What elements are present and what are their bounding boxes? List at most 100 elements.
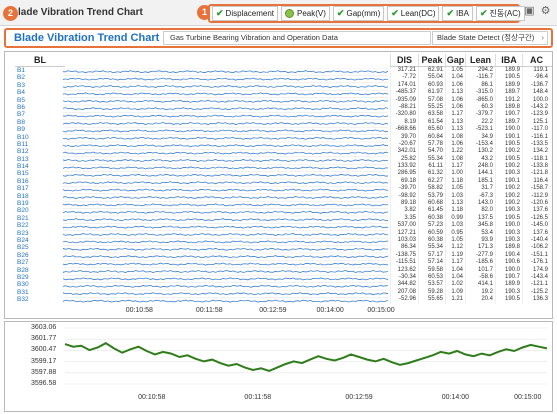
table-row[interactable]: 69.18 62.27 1.18 185.1 190.1 116.4 xyxy=(390,177,552,186)
table-cell: 189.8 xyxy=(495,103,522,112)
gear-icon[interactable]: ⚙ xyxy=(540,5,551,17)
table-row[interactable]: 207.08 59.28 1.09 19.2 190.3 -125.2 xyxy=(390,288,552,297)
blade-label[interactable]: B16 xyxy=(17,177,29,185)
table-cell: -20.67 xyxy=(390,140,418,149)
table-cell: -123.9 xyxy=(522,111,550,119)
blade-label[interactable]: B17 xyxy=(17,185,29,193)
blade-label[interactable]: B32 xyxy=(17,296,29,304)
blade-label[interactable]: B8 xyxy=(17,118,25,126)
table-cell: 537.00 xyxy=(390,222,418,230)
blade-label[interactable]: B28 xyxy=(17,266,29,274)
table-row[interactable]: -485.37 61.97 1.13 -315.0 189.7 148.4 xyxy=(390,89,552,97)
blade-label[interactable]: B12 xyxy=(17,148,29,156)
lock-icon[interactable]: ▣ xyxy=(524,5,535,17)
blade-label[interactable]: B1 xyxy=(17,67,25,74)
table-cell: 1.06 xyxy=(445,103,465,112)
table-row[interactable]: 342.01 54.70 1.22 130.2 190.2 134.2 xyxy=(390,148,552,156)
table-row[interactable]: 317.21 62.91 1.05 294.2 189.9 119.1 xyxy=(390,67,552,75)
blade-label[interactable]: B3 xyxy=(17,81,25,89)
table-row[interactable]: -115.51 57.14 1.17 -185.6 190.6 -176.1 xyxy=(390,259,552,267)
table-row[interactable]: -20.67 57.78 1.06 -153.4 190.5 -133.5 xyxy=(390,140,552,149)
blade-label[interactable]: B4 xyxy=(17,89,25,97)
blade-label[interactable]: B29 xyxy=(17,273,29,281)
toggle-iba[interactable]: ✔ IBA xyxy=(442,6,473,21)
blade-label[interactable]: B6 xyxy=(17,103,25,111)
blade-trend-line xyxy=(63,262,388,266)
blade-label[interactable]: B27 xyxy=(17,259,29,267)
blade-label[interactable]: B31 xyxy=(17,288,29,296)
rpm-chart-canvas[interactable] xyxy=(5,322,554,413)
blade-label[interactable]: B15 xyxy=(17,170,29,178)
blade-label[interactable]: B19 xyxy=(17,200,29,208)
blade-label[interactable]: B11 xyxy=(17,140,29,148)
blade-label[interactable]: B20 xyxy=(17,207,29,215)
blade-label[interactable]: B9 xyxy=(17,126,25,134)
table-cell: 0.99 xyxy=(445,214,465,223)
table-row[interactable]: 3.35 60.38 0.99 137.5 190.5 -126.5 xyxy=(390,214,552,223)
table-row[interactable]: 86.34 55.34 1.12 171.3 189.8 -106.2 xyxy=(390,244,552,252)
table-row[interactable]: 127.21 60.59 0.95 53.4 190.3 137.6 xyxy=(390,229,552,237)
blade-label[interactable]: B23 xyxy=(17,229,29,237)
column-header-gap: Gap xyxy=(445,54,465,66)
table-row[interactable]: -138.75 57.17 1.19 -277.9 190.4 -151.1 xyxy=(390,251,552,260)
table-row[interactable]: -320.80 63.58 1.17 -379.7 190.7 -123.9 xyxy=(390,111,552,119)
column-header-ac: AC xyxy=(522,54,550,66)
blade-trend-line xyxy=(63,277,388,281)
blade-label[interactable]: B30 xyxy=(17,281,29,289)
toggle-displacement[interactable]: ✔ Displacement xyxy=(212,6,279,21)
table-cell: 190.6 xyxy=(495,259,522,267)
table-cell: 20.4 xyxy=(465,296,495,304)
blade-label[interactable]: B25 xyxy=(17,244,29,252)
table-row[interactable]: -52.96 55.65 1.21 20.4 190.5 136.3 xyxy=(390,296,552,304)
table-row[interactable]: -30.34 60.53 1.04 -58.6 190.7 -143.4 xyxy=(390,273,552,282)
table-cell: -145.0 xyxy=(522,222,550,230)
table-row[interactable]: 286.95 61.32 1.00 144.1 190.3 -121.8 xyxy=(390,170,552,178)
blade-label[interactable]: B7 xyxy=(17,111,25,119)
table-row[interactable]: 103.03 60.38 1.05 93.9 190.3 -140.4 xyxy=(390,236,552,245)
table-row[interactable]: 25.82 55.34 1.08 43.2 190.5 -118.1 xyxy=(390,155,552,164)
blade-label[interactable]: B2 xyxy=(17,74,25,82)
table-cell: 190.0 xyxy=(495,222,522,230)
blade-label[interactable]: B22 xyxy=(17,222,29,230)
table-cell: 171.3 xyxy=(465,244,495,252)
state-detect-dropdown[interactable]: Blade State Detect (정상구간) › xyxy=(432,31,548,45)
blade-label[interactable]: B13 xyxy=(17,155,29,163)
table-row[interactable]: 537.00 57.23 1.03 345.8 190.0 -145.0 xyxy=(390,222,552,230)
table-row[interactable]: 39.70 60.84 1.08 34.9 190.1 -116.1 xyxy=(390,133,552,141)
table-row[interactable]: 123.62 59.58 1.04 101.7 190.0 174.9 xyxy=(390,266,552,274)
toggle-vibration-ac[interactable]: ✔ 진동(AC) xyxy=(475,6,525,21)
table-row[interactable]: -39.70 58.82 1.05 31.7 190.2 -158.7 xyxy=(390,185,552,193)
blade-label[interactable]: B10 xyxy=(17,133,29,141)
chart-header: Blade Vibration Trend Chart Gas Turbine … xyxy=(4,28,553,48)
table-row[interactable]: 344.82 53.57 1.02 414.1 189.9 -121.1 xyxy=(390,281,552,289)
blade-label[interactable]: B18 xyxy=(17,192,29,200)
blade-label[interactable]: B21 xyxy=(17,214,29,222)
blade-trend-lines[interactable] xyxy=(63,68,388,305)
table-row[interactable]: 89.18 60.68 1.13 143.0 190.2 -120.6 xyxy=(390,200,552,208)
table-cell: 190.3 xyxy=(495,207,522,215)
table-row[interactable]: -88.21 55.25 1.06 60.3 189.8 -143.2 xyxy=(390,103,552,112)
blade-label[interactable]: B5 xyxy=(17,96,25,104)
table-row[interactable]: 133.92 61.11 1.17 248.0 190.2 -133.8 xyxy=(390,163,552,171)
blade-label[interactable]: B24 xyxy=(17,236,29,244)
table-row[interactable]: -935.09 57.08 1.06 -865.0 191.2 100.0 xyxy=(390,96,552,104)
table-cell: -138.75 xyxy=(390,251,418,260)
table-row[interactable]: -7.72 55.04 1.04 -116.7 190.5 -96.4 xyxy=(390,74,552,82)
check-icon: ✔ xyxy=(216,8,224,18)
toggle-gap[interactable]: ✔ Gap(mm) xyxy=(332,6,385,21)
toggle-peak[interactable]: Peak(V) xyxy=(281,6,330,21)
table-cell: 86.1 xyxy=(465,81,495,90)
table-cell: -523.1 xyxy=(465,126,495,134)
toggle-lean[interactable]: ✔ Lean(DC) xyxy=(387,6,440,21)
x-tick-label: 00:14:00 xyxy=(316,307,344,314)
table-row[interactable]: -98.92 53.79 1.03 -67.3 190.2 -112.9 xyxy=(390,192,552,201)
table-row[interactable]: -668.66 65.60 1.13 -523.1 190.0 -117.0 xyxy=(390,126,552,134)
table-row[interactable]: 8.19 61.54 1.13 22.2 189.7 125.1 xyxy=(390,118,552,127)
table-row[interactable]: 174.01 60.93 1.06 86.1 189.9 -136.7 xyxy=(390,81,552,90)
blade-label[interactable]: B26 xyxy=(17,251,29,259)
table-cell: -277.9 xyxy=(465,251,495,260)
blade-label[interactable]: B14 xyxy=(17,163,29,171)
table-row[interactable]: 3.82 61.45 1.18 82.0 190.3 137.6 xyxy=(390,207,552,215)
table-cell: -52.96 xyxy=(390,296,418,304)
table-cell: -935.09 xyxy=(390,96,418,104)
